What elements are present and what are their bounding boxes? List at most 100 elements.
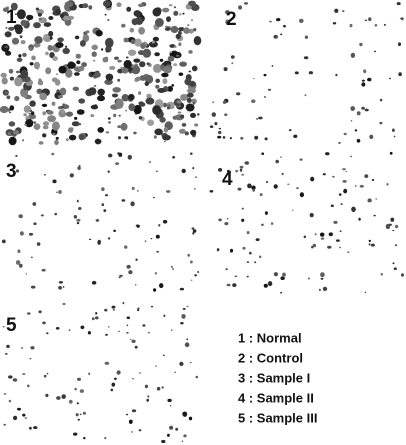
speck	[47, 110, 54, 114]
speck	[182, 13, 184, 15]
speck	[101, 187, 104, 191]
speck	[131, 431, 133, 432]
legend-entry: 1 : Normal	[238, 330, 302, 345]
speck	[151, 306, 153, 308]
speck	[162, 63, 166, 65]
speck	[25, 119, 33, 127]
speck	[364, 174, 368, 178]
speck	[52, 56, 58, 61]
speck	[238, 188, 242, 191]
speck	[323, 287, 327, 291]
speck	[126, 57, 129, 59]
speck	[122, 199, 126, 202]
speck	[112, 94, 118, 98]
panel-label: 3	[6, 161, 17, 182]
speck	[247, 261, 249, 263]
speck	[360, 185, 364, 188]
speck	[344, 133, 347, 135]
speck	[44, 22, 51, 27]
speck	[124, 245, 127, 248]
speck	[115, 162, 119, 165]
speck	[167, 107, 170, 110]
speck	[34, 62, 40, 69]
speck	[156, 235, 160, 239]
speck	[247, 231, 250, 234]
speck	[381, 273, 383, 275]
speck	[21, 20, 28, 26]
speck	[17, 58, 23, 62]
legend-entry: 5 : Sample III	[238, 410, 317, 425]
speck	[327, 246, 331, 249]
speck	[38, 13, 42, 17]
speck	[178, 42, 181, 46]
speck	[5, 353, 8, 355]
speck	[90, 114, 94, 117]
speck	[4, 46, 8, 49]
speck	[254, 261, 256, 263]
speck	[88, 87, 96, 95]
speck	[106, 50, 109, 52]
speck	[154, 52, 160, 56]
speck	[112, 306, 116, 309]
speck	[130, 201, 134, 206]
speck	[342, 10, 344, 12]
speck	[179, 62, 187, 67]
speck	[224, 222, 228, 225]
speck	[151, 238, 153, 239]
speck	[105, 334, 108, 336]
speck	[355, 185, 357, 186]
speck	[126, 414, 128, 416]
speck	[58, 95, 63, 98]
speck	[129, 420, 133, 424]
speck	[194, 36, 202, 45]
speck	[3, 326, 5, 327]
speck	[105, 362, 110, 365]
speck	[180, 115, 184, 119]
speck	[339, 247, 340, 249]
speck	[39, 141, 44, 145]
speck	[29, 100, 35, 106]
speck	[179, 73, 184, 76]
speck	[58, 66, 66, 74]
speck	[351, 53, 355, 58]
speck	[252, 189, 255, 192]
speck	[138, 27, 145, 35]
speck	[118, 136, 121, 139]
speck	[143, 49, 152, 58]
speck	[152, 105, 161, 115]
speck	[10, 77, 14, 81]
speck	[162, 386, 164, 388]
speck	[43, 121, 49, 126]
speck	[357, 139, 361, 143]
speck	[193, 102, 195, 104]
speck	[74, 215, 77, 219]
speck	[124, 38, 129, 43]
speck	[19, 264, 23, 268]
speck	[98, 89, 105, 96]
speck	[88, 331, 91, 334]
speck	[29, 427, 32, 430]
speck	[172, 156, 175, 159]
speck	[26, 273, 27, 274]
speck	[83, 412, 86, 415]
speck	[130, 339, 131, 340]
speck	[218, 219, 222, 222]
speck	[186, 306, 188, 307]
speck	[163, 315, 165, 317]
speck	[274, 184, 278, 188]
speck	[275, 160, 279, 164]
speck	[2, 77, 8, 84]
speck	[136, 77, 141, 81]
speck	[92, 281, 97, 285]
speck	[374, 51, 376, 53]
speck	[75, 36, 79, 40]
speck	[77, 402, 79, 404]
speck	[55, 42, 63, 48]
speck	[212, 102, 214, 103]
speck	[264, 284, 268, 288]
speck	[163, 355, 165, 356]
speck	[182, 123, 187, 127]
speck	[375, 24, 378, 26]
speck	[70, 173, 74, 177]
speck	[97, 95, 105, 101]
